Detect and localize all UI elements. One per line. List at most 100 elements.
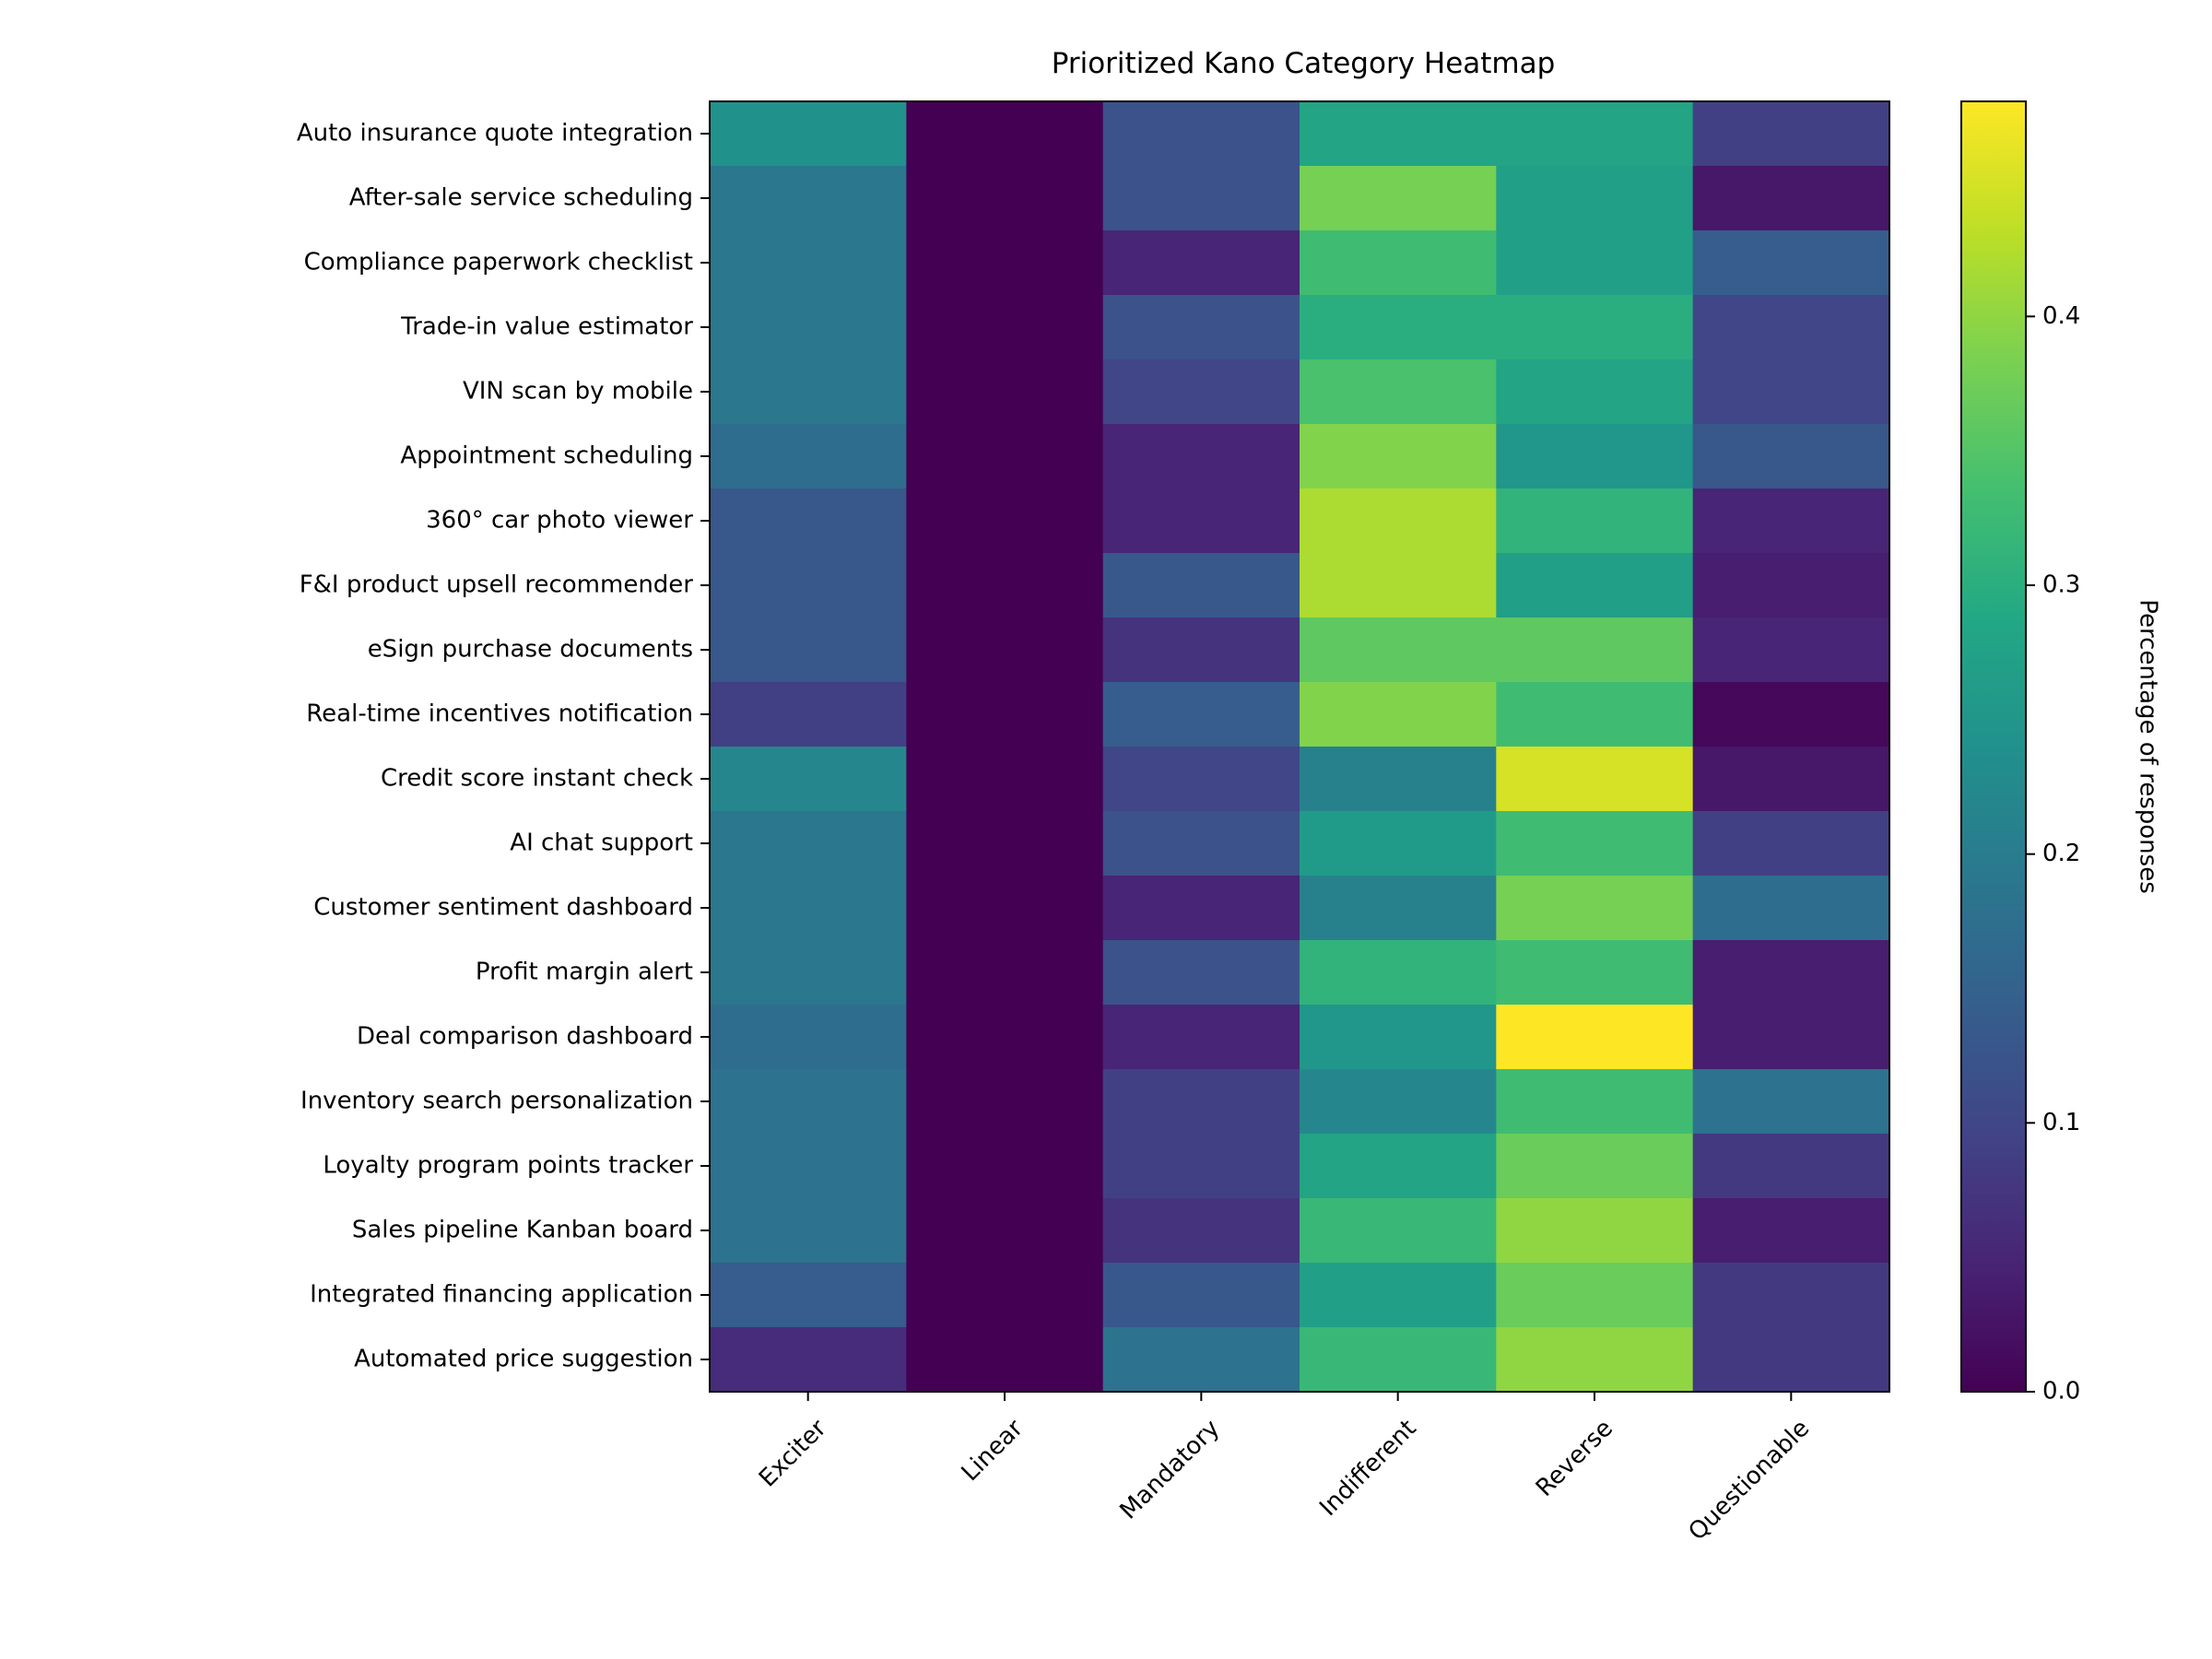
heatmap-cell [710, 1198, 907, 1264]
heatmap-cell [1692, 811, 1890, 877]
heatmap-cell [710, 230, 907, 296]
heatmap-cell [1496, 682, 1694, 747]
heatmap-cell [1692, 488, 1890, 554]
y-tick-label: Profit margin alert [476, 959, 693, 986]
heatmap-cell [710, 1005, 907, 1070]
y-tick-label: Credit score instant check [381, 765, 693, 793]
heatmap-cell [1496, 101, 1694, 167]
heatmap-cell [710, 1069, 907, 1135]
heatmap-cell [1300, 747, 1497, 812]
heatmap-cell [1496, 1069, 1694, 1135]
heatmap-cell [1692, 1069, 1890, 1135]
heatmap-cell [1496, 1134, 1694, 1199]
heatmap-cell [1692, 682, 1890, 747]
heatmap-cell [906, 682, 1104, 747]
heatmap-cell [1496, 940, 1694, 1006]
y-tick-label: Auto insurance quote integration [297, 120, 693, 147]
x-tick-label: Questionable [1683, 1415, 1815, 1547]
heatmap-cell [1496, 295, 1694, 360]
heatmap-cell [1692, 940, 1890, 1006]
heatmap-cell [906, 747, 1104, 812]
heatmap-cell [1300, 1263, 1497, 1328]
heatmap-cell [1102, 1263, 1300, 1328]
heatmap-cell [1300, 940, 1497, 1006]
heatmap-cell [1300, 553, 1497, 618]
heatmap-cell [1496, 488, 1694, 554]
heatmap-cell [1102, 1134, 1300, 1199]
heatmap-cell [1300, 424, 1497, 489]
heatmap-cell [710, 682, 907, 747]
heatmap-cell [1300, 1005, 1497, 1070]
heatmap-cell [906, 488, 1104, 554]
heatmap-cell [906, 1069, 1104, 1135]
heatmap-cell [1300, 876, 1497, 941]
heatmap-cell [710, 940, 907, 1006]
colorbar-tick-label: 0.2 [2042, 840, 2080, 867]
heatmap-cell [1496, 1263, 1694, 1328]
x-tick-label: Mandatory [1114, 1415, 1225, 1525]
y-tick-label: After-sale service scheduling [349, 184, 693, 212]
heatmap-cell [1102, 940, 1300, 1006]
heatmap-cells [710, 101, 1890, 1393]
heatmap-cell [906, 359, 1104, 425]
heatmap-cell [1300, 488, 1497, 554]
x-tick-label: Indifferent [1314, 1415, 1421, 1522]
heatmap-cell [1496, 359, 1694, 425]
heatmap-cell [1102, 747, 1300, 812]
heatmap-cell [1300, 618, 1497, 683]
colorbar-frame [1960, 100, 2027, 1393]
heatmap-cell [1692, 1198, 1890, 1264]
heatmap-cell [710, 876, 907, 941]
heatmap-cell [1692, 424, 1890, 489]
heatmap-cell [1692, 359, 1890, 425]
heatmap-cell [710, 1134, 907, 1199]
heatmap-cell [906, 295, 1104, 360]
colorbar-label: Percentage of responses [2135, 599, 2162, 894]
y-tick-label: Loyalty program points tracker [323, 1152, 693, 1180]
heatmap-cell [1102, 488, 1300, 554]
heatmap-cell [1692, 747, 1890, 812]
y-tick-label: Sales pipeline Kanban board [352, 1217, 693, 1244]
heatmap-cell [1102, 1327, 1300, 1393]
heatmap-cell [710, 1327, 907, 1393]
heatmap-cell [1496, 1005, 1694, 1070]
colorbar-tick-label: 0.1 [2042, 1109, 2080, 1136]
heatmap-cell [1102, 359, 1300, 425]
y-tick-label: AI chat support [510, 830, 693, 857]
heatmap-cell [1102, 1069, 1300, 1135]
heatmap-cell [710, 166, 907, 231]
heatmap-cell [1496, 1198, 1694, 1264]
heatmap-cell [1496, 876, 1694, 941]
heatmap-cell [906, 618, 1104, 683]
heatmap-cell [1692, 1134, 1890, 1199]
heatmap-cell [1102, 811, 1300, 877]
colorbar-tick-label: 0.4 [2042, 302, 2080, 330]
heatmap-cell [1102, 618, 1300, 683]
heatmap-cell [710, 811, 907, 877]
heatmap-cell [906, 1134, 1104, 1199]
heatmap-cell [906, 876, 1104, 941]
y-tick-label: Deal comparison dashboard [357, 1023, 693, 1051]
heatmap-cell [1300, 1198, 1497, 1264]
heatmap-cell [710, 424, 907, 489]
x-axis-ticks: Exciter Linear Mandatory Indifferent Reverse… [754, 1392, 1815, 1547]
heatmap-cell [1102, 101, 1300, 167]
heatmap-cell [1300, 101, 1497, 167]
heatmap-cell [906, 811, 1104, 877]
x-tick-label: Linear [957, 1415, 1030, 1488]
y-tick-label: Automated price suggestion [354, 1346, 693, 1373]
heatmap-cell [1300, 166, 1497, 231]
heatmap-cell [906, 1263, 1104, 1328]
colorbar-tick-label: 0.0 [2042, 1378, 2080, 1406]
y-tick-label: Inventory search personalization [300, 1088, 693, 1115]
heatmap-cell [1102, 1005, 1300, 1070]
heatmap-cell [1692, 618, 1890, 683]
heatmap-cell [1496, 424, 1694, 489]
y-axis-ticks: Auto insurance quote integration After-sa… [297, 120, 710, 1373]
heatmap-cell [1102, 230, 1300, 296]
heatmap-cell [906, 101, 1104, 167]
heatmap-cell [1692, 1005, 1890, 1070]
heatmap-cell [1300, 1069, 1497, 1135]
heatmap-cell [710, 101, 907, 167]
heatmap-cell [906, 1005, 1104, 1070]
